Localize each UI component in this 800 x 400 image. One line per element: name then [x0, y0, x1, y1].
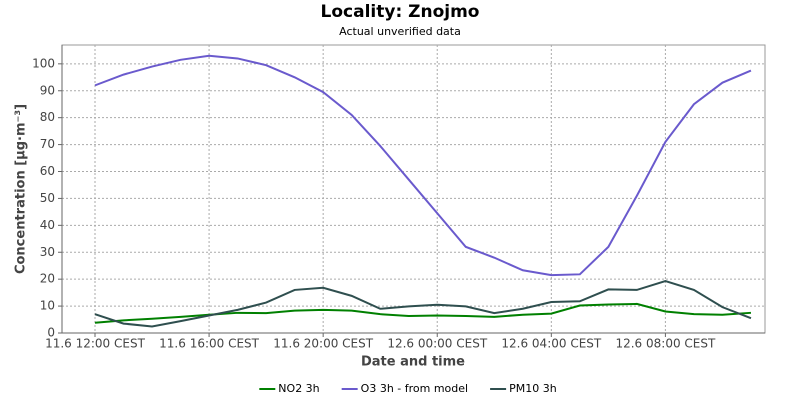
- series-line: [94, 54, 752, 277]
- y-tick-label: 30: [40, 245, 55, 259]
- y-tick-label: 50: [40, 191, 55, 205]
- y-tick-label: 10: [40, 299, 55, 313]
- series-line: [94, 280, 752, 328]
- y-tick-label: 90: [40, 83, 55, 97]
- plot-area: [61, 44, 766, 334]
- x-tick-label: 11.6 16:00 CEST: [159, 337, 260, 351]
- x-tick-label: 12.6 08:00 CEST: [615, 337, 716, 351]
- y-tick-label: 80: [40, 110, 55, 124]
- x-tick-label: 12.6 04:00 CEST: [501, 337, 602, 351]
- legend-label: NO2 3h: [278, 382, 319, 395]
- x-tick-label: 11.6 20:00 CEST: [273, 337, 374, 351]
- x-tick-label: 11.6 12:00 CEST: [45, 337, 146, 351]
- y-tick-label: 70: [40, 137, 55, 151]
- series-line: [94, 302, 752, 324]
- y-tick-label: 20: [40, 272, 55, 286]
- chart-title: Locality: Znojmo: [321, 2, 480, 22]
- y-tick-label: 60: [40, 164, 55, 178]
- legend-label: PM10 3h: [509, 382, 557, 395]
- y-tick-label: 40: [40, 218, 55, 232]
- y-tick-label: 100: [32, 56, 55, 70]
- legend-label: O3 3h - from model: [361, 382, 468, 395]
- y-tick-label: 0: [47, 326, 55, 340]
- legend: NO2 3h O3 3h - from model PM10 3h: [259, 382, 557, 395]
- x-tick-label: 12.6 00:00 CEST: [387, 337, 488, 351]
- x-axis-label: Date and time: [361, 355, 465, 370]
- chart-subtitle: Actual unverified data: [339, 25, 461, 38]
- y-axis-label: Concentration [µg·m⁻³]: [14, 104, 29, 274]
